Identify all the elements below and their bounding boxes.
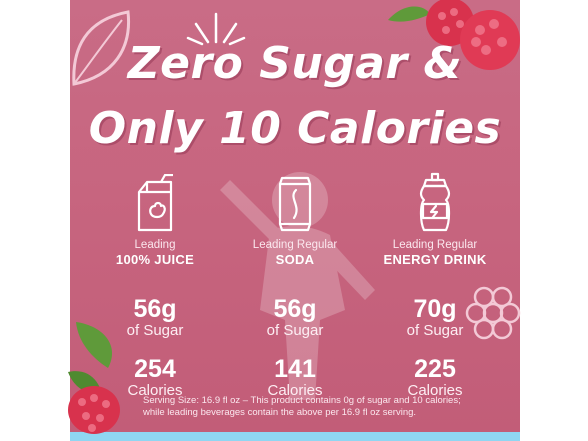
calories-unit: Calories — [267, 382, 323, 399]
comparison-column-energy-drink: Leading Regular ENERGY DRINK 70g of Suga… — [360, 170, 510, 400]
beverage-label-top: Leading — [134, 239, 176, 251]
sparkle-burst-icon — [186, 12, 246, 46]
beverage-label-main: ENERGY DRINK — [383, 252, 487, 267]
pink-background-panel — [70, 0, 520, 432]
calories-unit: Calories — [407, 382, 463, 399]
beverage-label-main: 100% JUICE — [115, 252, 195, 267]
juice-box-icon — [137, 174, 173, 232]
sugar-value: 70g — [413, 295, 457, 323]
sugar-unit: of Sugar — [266, 322, 324, 339]
footnote-line-2: while leading beverages contain the abov… — [143, 407, 417, 418]
calories-value: 225 — [414, 355, 456, 383]
sugar-value: 56g — [133, 295, 177, 323]
raspberry-cluster-icon — [388, 0, 520, 70]
headline-line-1: Zero Sugar & — [127, 38, 463, 89]
footnote-line-1: Serving Size: 16.9 fl oz – This product … — [143, 395, 461, 406]
calories-unit: Calories — [127, 382, 183, 399]
raspberry-with-leaf-icon — [68, 322, 120, 434]
raspberry-outline-icon — [465, 286, 521, 340]
sports-bottle-icon — [419, 172, 451, 232]
calories-value: 141 — [274, 355, 316, 383]
sugar-unit: of Sugar — [126, 322, 184, 339]
sugar-unit: of Sugar — [406, 322, 464, 339]
headline-line-2: Only 10 Calories — [88, 103, 502, 154]
beverage-label-top: Leading Regular — [252, 239, 338, 251]
jumping-person-silhouette — [220, 172, 375, 400]
calories-value: 254 — [134, 355, 176, 383]
comparison-column-soda: Leading Regular SODA 56g of Sugar 141 Ca… — [220, 170, 370, 400]
beverage-label-top: Leading Regular — [392, 239, 478, 251]
serving-size-footnote: Serving Size: 16.9 fl oz – This product … — [143, 395, 523, 419]
comparison-column-juice: Leading 100% JUICE 56g of Sugar 254 Calo… — [80, 170, 230, 400]
soda-can-icon — [278, 176, 312, 232]
leaf-outline-icon — [72, 10, 131, 86]
blue-bottom-strip — [70, 432, 520, 441]
beverage-label-main: SODA — [275, 252, 315, 267]
sugar-value: 56g — [273, 295, 317, 323]
